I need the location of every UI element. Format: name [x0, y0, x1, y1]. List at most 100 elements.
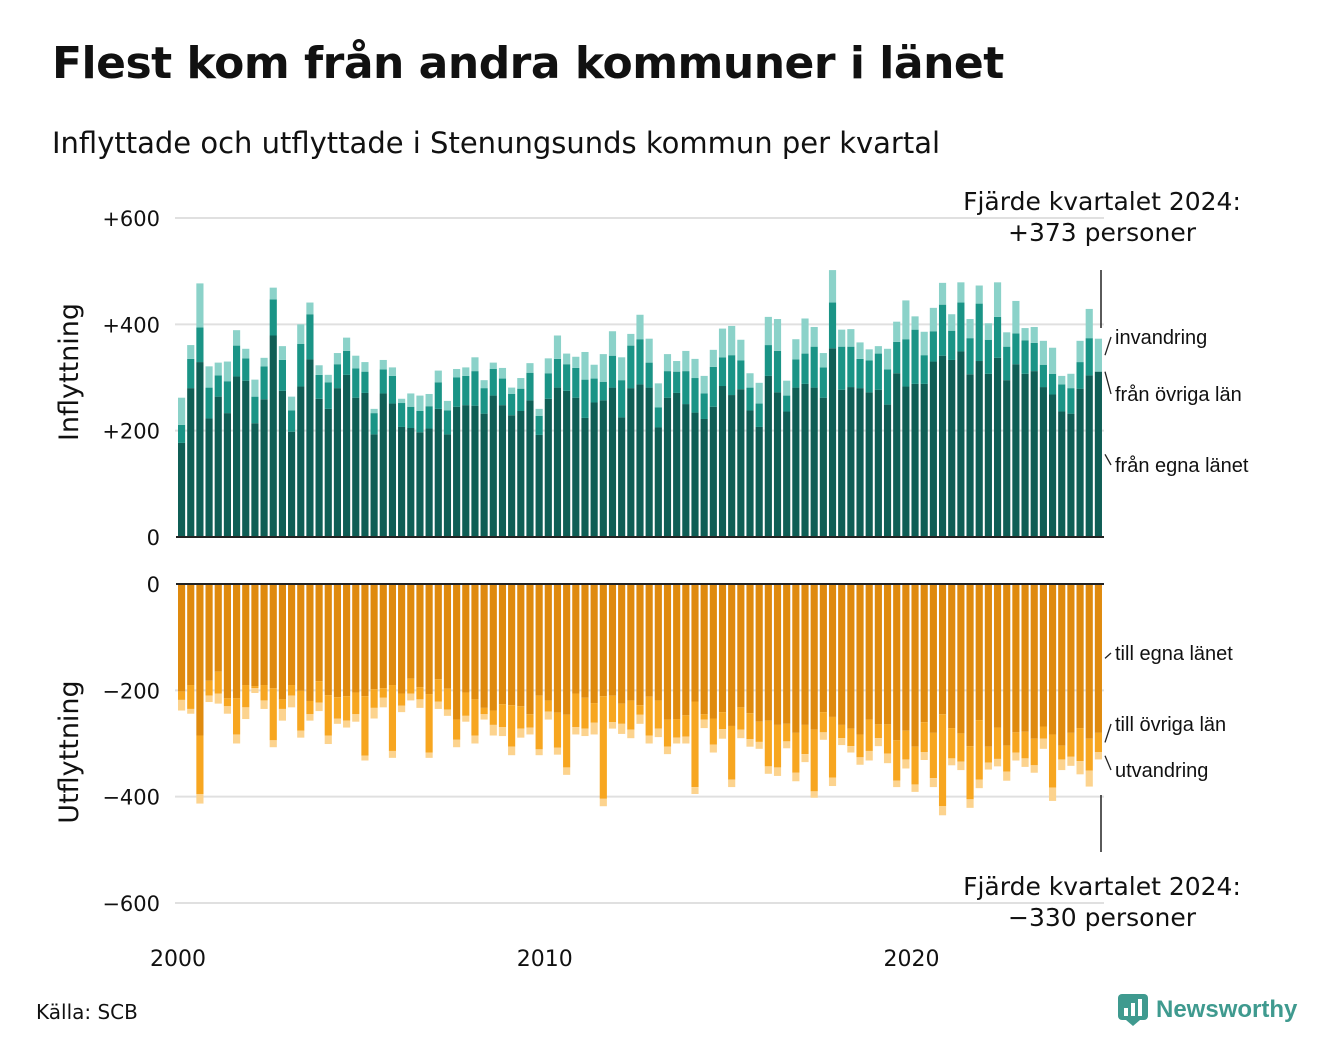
bar-in_invandring: [223, 361, 231, 382]
bar-out_ovriga: [1048, 734, 1057, 788]
bar-in_invandring: [654, 383, 662, 408]
bar-out_utvandring: [865, 750, 873, 761]
bar-in_ovriga: [233, 345, 241, 377]
bar-out_utvandring: [544, 711, 552, 720]
bar-out_utvandring: [618, 723, 626, 734]
bar-in_ovriga: [819, 367, 827, 398]
bar-in_invandring: [828, 270, 837, 303]
bar-in_lan: [205, 418, 213, 537]
bar-in_lan: [691, 412, 699, 537]
bar-out_lan: [553, 584, 562, 713]
bar-in_lan: [1067, 413, 1075, 537]
bar-out_utvandring: [288, 695, 296, 708]
y-tick-label: +600: [102, 207, 160, 231]
bar-in_invandring: [553, 335, 562, 359]
bar-in_ovriga: [517, 388, 525, 411]
bar-in_invandring: [718, 328, 727, 358]
bar-out_ovriga: [333, 697, 342, 719]
bar-in_invandring: [1003, 332, 1011, 347]
bar-in_lan: [709, 406, 717, 537]
bar-in_lan: [196, 362, 204, 537]
callout-leader: [1104, 336, 1112, 356]
bar-in_lan: [911, 383, 919, 537]
bar-out_utvandring: [838, 738, 846, 746]
bar-in_ovriga: [865, 360, 873, 393]
bar-in_lan: [178, 442, 186, 537]
bar-out_lan: [269, 584, 277, 689]
bar-out_utvandring: [700, 719, 708, 729]
bar-in_ovriga: [691, 378, 699, 413]
bar-out_utvandring: [1039, 738, 1047, 749]
bar-in_ovriga: [1058, 384, 1066, 412]
bar-in_invandring: [407, 393, 415, 407]
bar-out_utvandring: [783, 741, 791, 749]
bar-in_lan: [315, 398, 323, 537]
bar-out_ovriga: [214, 671, 222, 694]
bar-in_invandring: [462, 367, 470, 376]
bar-out_utvandring: [462, 715, 470, 722]
bar-in_lan: [819, 397, 827, 537]
bar-in_lan: [673, 392, 681, 537]
bar-in_invandring: [929, 307, 937, 332]
bar-out_ovriga: [205, 680, 213, 696]
bar-in_ovriga: [1039, 364, 1047, 388]
y-tick-label: −400: [102, 786, 160, 810]
bar-out_utvandring: [535, 749, 543, 756]
bar-out_lan: [288, 584, 296, 686]
bar-out_ovriga: [709, 718, 717, 745]
bar-out_utvandring: [233, 734, 241, 744]
bar-in_lan: [379, 393, 387, 537]
bar-out_lan: [663, 584, 672, 720]
bar-out_ovriga: [1012, 732, 1020, 753]
bar-out_ovriga: [938, 714, 947, 807]
bar-out_lan: [1067, 584, 1075, 733]
bar-out_ovriga: [984, 746, 992, 763]
bar-in_lan: [526, 400, 534, 537]
bar-out_ovriga: [993, 727, 1002, 759]
bar-in_ovriga: [893, 341, 901, 374]
bar-out_ovriga: [810, 729, 818, 792]
bar-out_ovriga: [388, 685, 397, 751]
series-label: invandring: [1115, 327, 1207, 349]
bar-out_ovriga: [838, 724, 846, 739]
bar-out_utvandring: [508, 746, 516, 756]
bar-out_ovriga: [718, 712, 727, 730]
bar-in_lan: [563, 390, 571, 537]
bar-in_invandring: [801, 318, 809, 354]
bar-out_ovriga: [911, 746, 919, 785]
bar-out_lan: [214, 584, 222, 672]
bar-out_utvandring: [755, 741, 763, 749]
bar-out_lan: [434, 584, 442, 680]
series-label: från egna länet: [1115, 455, 1249, 477]
bar-in_ovriga: [407, 406, 415, 429]
series-callouts: invandring från övriga län från egna länet…: [1104, 327, 1249, 782]
bar-out_lan: [792, 584, 800, 733]
bar-in_lan: [608, 387, 617, 537]
bar-in_ovriga: [975, 303, 983, 362]
bar-in_ovriga: [920, 355, 928, 384]
bar-out_utvandring: [728, 779, 736, 788]
bar-out_lan: [471, 584, 479, 700]
bar-in_lan: [260, 399, 268, 537]
bar-in_invandring: [205, 366, 213, 388]
bar-out_lan: [398, 584, 406, 694]
bar-out_utvandring: [489, 724, 497, 736]
bar-out_utvandring: [902, 759, 910, 769]
bar-out_utvandring: [407, 693, 415, 701]
bar-in_ovriga: [883, 369, 892, 405]
brand[interactable]: Newsworthy: [1118, 994, 1297, 1026]
bar-out_utvandring: [1012, 752, 1020, 761]
bar-out_ovriga: [288, 685, 296, 696]
bar-out_utvandring: [718, 729, 727, 739]
bar-in_lan: [663, 397, 672, 537]
bar-out_utvandring: [938, 806, 947, 816]
bar-out_lan: [801, 584, 809, 725]
bar-out_lan: [1012, 584, 1020, 733]
bar-in_lan: [948, 359, 956, 537]
bar-out_utvandring: [269, 740, 277, 748]
bar-in_lan: [792, 387, 800, 537]
chart-title: Flest kom från andra kommuner i länet: [52, 38, 1004, 89]
bar-out_utvandring: [874, 738, 882, 747]
bar-out_utvandring: [636, 714, 644, 724]
bar-in_ovriga: [315, 374, 323, 399]
